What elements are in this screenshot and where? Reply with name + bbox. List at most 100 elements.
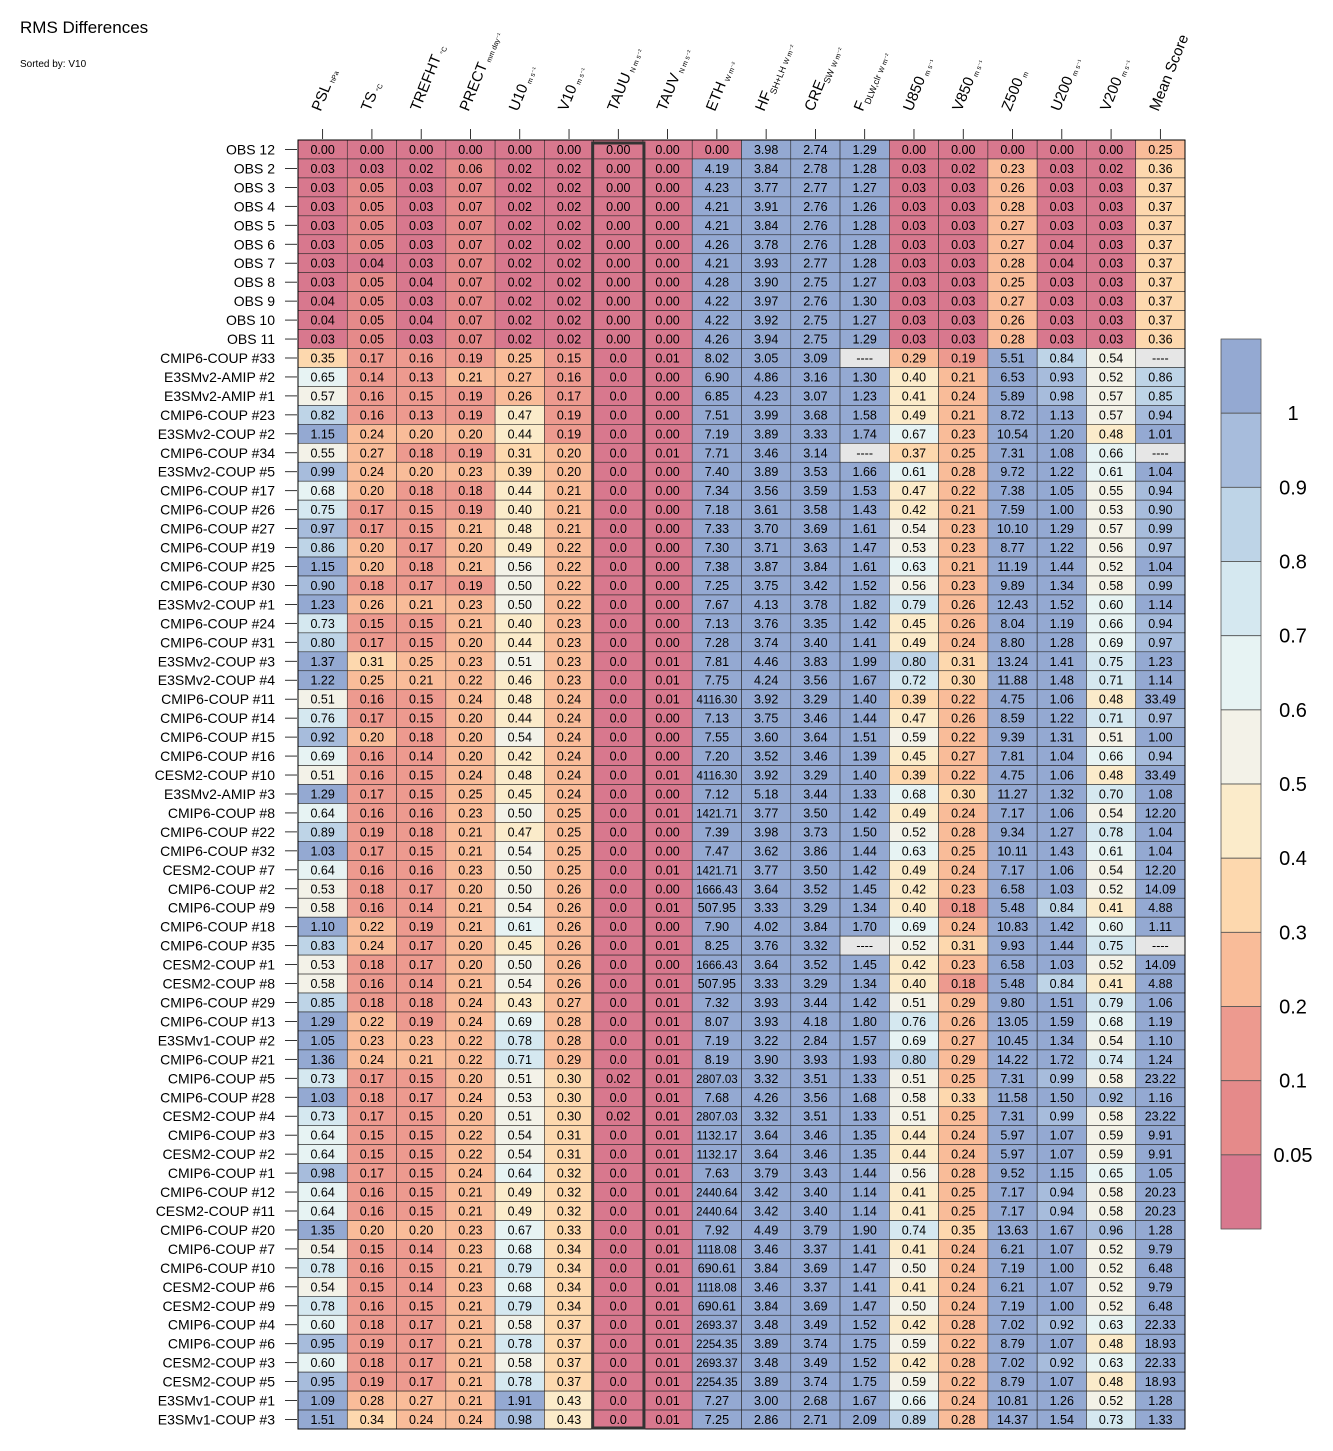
- cell-value: 0.49: [508, 1186, 532, 1200]
- cell-value: 1.43: [1050, 844, 1074, 858]
- cell-value: 1118.08: [697, 1282, 737, 1294]
- cell-value: 0.52: [1099, 958, 1123, 972]
- cell-value: 0.79: [508, 1261, 532, 1275]
- cell-value: 0.79: [508, 1299, 532, 1313]
- cell-value: 1.05: [1050, 484, 1074, 498]
- cell-value: 2.76: [803, 200, 827, 214]
- cell-value: 0.94: [1050, 1186, 1074, 1200]
- cell-value: 1.05: [310, 1034, 334, 1048]
- cell-value: 0.71: [1099, 712, 1123, 726]
- cell-value: 0.01: [655, 1242, 679, 1256]
- cell-value: 0.37: [1148, 238, 1172, 252]
- cell-value: 3.84: [754, 1299, 778, 1313]
- cell-value: 0.47: [902, 712, 926, 726]
- legend-label: 0.1: [1279, 1071, 1307, 1093]
- cell-value: 0.03: [902, 295, 926, 309]
- cell-value: 0.07: [458, 200, 482, 214]
- cell-value: 3.68: [803, 408, 827, 422]
- column-name: ETH: [703, 79, 730, 113]
- cell-value: 0.58: [1099, 1186, 1123, 1200]
- cell-value: 0.48: [1099, 1337, 1123, 1351]
- cell-value: 7.17: [1000, 1186, 1024, 1200]
- cell-value: 0.26: [1000, 181, 1024, 195]
- cell-value: 0.03: [1099, 219, 1123, 233]
- svg-text:ETHW m⁻²: ETHW m⁻²: [703, 57, 739, 114]
- cell-value: 1.33: [1148, 1413, 1172, 1427]
- cell-value: 0.00: [655, 465, 679, 479]
- cell-value: 0.18: [409, 484, 433, 498]
- cell-value: 0.18: [360, 996, 384, 1010]
- cell-value: 6.48: [1148, 1299, 1172, 1313]
- cell-value: 0.98: [310, 1167, 334, 1181]
- cell-value: 1.33: [853, 1072, 877, 1086]
- row-label: CMIP6-COUP #10: [160, 1260, 275, 1276]
- cell-value: 0.21: [458, 1186, 482, 1200]
- cell-value: 3.33: [754, 977, 778, 991]
- cell-value: 1.54: [1050, 1413, 1074, 1427]
- cell-value: 3.78: [803, 598, 827, 612]
- cell-value: 0.15: [409, 1261, 433, 1275]
- cell-value: 3.33: [754, 901, 778, 915]
- cell-value: 1.00: [1050, 1261, 1074, 1275]
- cell-value: 0.28: [1000, 333, 1024, 347]
- cell-value: 690.61: [698, 1261, 736, 1275]
- cell-value: 0.20: [360, 731, 384, 745]
- cell-value: 0.02: [508, 276, 532, 290]
- cell-value: 0.20: [458, 427, 482, 441]
- cell-value: 0.30: [951, 674, 975, 688]
- cell-value: 11.88: [997, 674, 1027, 688]
- cell-value: 1.06: [1148, 996, 1172, 1010]
- cell-value: 0.54: [1099, 1034, 1123, 1048]
- row-label: CMIP6-COUP #1: [168, 1165, 275, 1181]
- cell-value: 2807.03: [696, 1074, 738, 1086]
- cell-value: 0.17: [409, 1318, 433, 1332]
- row-label: OBS 8: [234, 274, 275, 290]
- cell-value: 3.69: [803, 1299, 827, 1313]
- cell-value: 0.48: [1099, 769, 1123, 783]
- cell-value: 0.27: [951, 750, 975, 764]
- cell-value: 0.25: [557, 825, 581, 839]
- cell-value: 0.80: [902, 1053, 926, 1067]
- column-unit: mm day⁻¹: [486, 32, 504, 64]
- cell-value: 3.79: [803, 1223, 827, 1237]
- cell-value: 0.0: [610, 389, 627, 403]
- cell-value: 0.57: [310, 389, 334, 403]
- cell-value: 0.03: [1050, 295, 1074, 309]
- cell-value: 0.58: [1099, 1110, 1123, 1124]
- cell-value: 0.21: [458, 1356, 482, 1370]
- cell-value: 3.98: [754, 825, 778, 839]
- cell-value: 0.00: [606, 219, 630, 233]
- row-label: OBS 10: [226, 312, 275, 328]
- cell-value: 1.70: [853, 920, 877, 934]
- cell-value: 3.71: [754, 541, 778, 555]
- cell-value: 7.92: [705, 1223, 729, 1237]
- cell-value: 0.00: [655, 636, 679, 650]
- cell-value: 0.03: [1099, 238, 1123, 252]
- cell-value: 1.11: [1149, 920, 1172, 934]
- row-label: CMIP6-COUP #18: [160, 919, 275, 935]
- cell-value: 0.19: [360, 825, 384, 839]
- cell-value: 0.23: [458, 863, 482, 877]
- svg-text:FDLW,clrW m⁻²: FDLW,clrW m⁻²: [851, 48, 893, 115]
- cell-value: 5.97: [1000, 1148, 1024, 1162]
- cell-value: 0.15: [409, 389, 433, 403]
- column-name: V200: [1097, 75, 1126, 114]
- cell-value: 0.00: [655, 825, 679, 839]
- legend-label: 1: [1287, 403, 1298, 425]
- legend-label: 0.8: [1279, 552, 1307, 574]
- cell-value: 0.0: [610, 465, 627, 479]
- cell-value: 1.67: [853, 674, 877, 688]
- cell-value: 1.19: [1148, 1015, 1172, 1029]
- cell-value: 0.03: [409, 333, 433, 347]
- cell-value: 0.54: [1099, 351, 1123, 365]
- cell-value: 1.53: [853, 484, 877, 498]
- cell-value: 507.95: [698, 901, 736, 915]
- cell-value: 0.79: [902, 598, 926, 612]
- cell-value: 0.05: [360, 333, 384, 347]
- cell-value: 0.19: [409, 920, 433, 934]
- cell-value: 0.15: [409, 1072, 433, 1086]
- cell-value: 0.43: [557, 1413, 581, 1427]
- cell-value: 0.04: [310, 295, 334, 309]
- cell-value: 0.20: [360, 1223, 384, 1237]
